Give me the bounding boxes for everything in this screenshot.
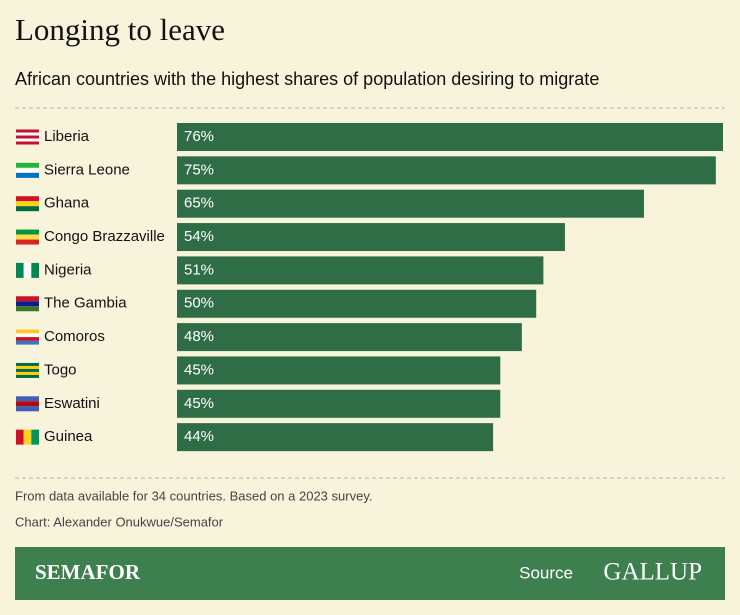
flag-stripe [16, 239, 39, 245]
chart-subtitle: African countries with the highest share… [15, 69, 599, 89]
value-label: 76% [184, 128, 214, 145]
flag-stripe [16, 172, 39, 178]
bar [177, 356, 501, 385]
value-label: 48% [184, 328, 214, 345]
flag-stripe [16, 401, 39, 407]
flag-stripe [16, 201, 39, 207]
value-label: 45% [184, 395, 214, 412]
flag-stripe [31, 262, 39, 278]
bar [177, 389, 501, 418]
bar [177, 256, 544, 285]
value-label: 51% [184, 261, 214, 278]
y-tick-label: Sierra Leone [44, 161, 130, 178]
y-tick-label: Comoros [44, 328, 105, 345]
bar [177, 323, 522, 352]
y-tick-label: Congo Brazzaville [44, 228, 165, 245]
y-tick-label: Guinea [44, 428, 93, 445]
flag-stripe [16, 206, 39, 212]
credit: Chart: Alexander Onukwue/Semafor [15, 514, 224, 529]
flag-stripe [16, 340, 39, 345]
flag-stripe [16, 333, 39, 338]
flag-stripe [16, 262, 24, 278]
value-label: 54% [184, 228, 214, 245]
flag-stripe [16, 234, 39, 240]
source: GALLUP [603, 559, 702, 586]
y-tick-label: The Gambia [44, 295, 127, 312]
flag-stripe [16, 368, 39, 372]
flag-stripe [16, 362, 39, 366]
bar [177, 289, 537, 318]
banner [15, 547, 725, 600]
flag-stripe [23, 429, 32, 445]
flag-stripe [16, 406, 39, 412]
flag-stripe [16, 135, 39, 139]
y-tick-label: Togo [44, 361, 77, 378]
flag-stripe [16, 229, 39, 235]
brand: SEMAFOR [35, 560, 141, 584]
source-label: Source [519, 563, 573, 582]
y-tick-label: Ghana [44, 195, 90, 212]
bar [177, 123, 723, 151]
value-label: 50% [184, 295, 214, 312]
flag-stripe [16, 141, 39, 145]
bar [177, 189, 644, 218]
flag-stripe [16, 167, 39, 173]
flag-stripe [31, 429, 39, 445]
flag-stripe [16, 138, 39, 142]
y-tick-label: Nigeria [44, 261, 92, 278]
chart-title: Longing to leave [15, 12, 225, 47]
bar [177, 223, 565, 252]
y-tick-label: Liberia [44, 128, 90, 145]
note: From data available for 34 countries. Ba… [15, 488, 372, 503]
flag-stripe [16, 396, 39, 402]
flag-stripe [16, 129, 39, 133]
flag-stripe [16, 374, 39, 378]
value-label: 65% [184, 195, 214, 212]
bar [177, 423, 494, 452]
y-tick-label: Eswatini [44, 395, 100, 412]
flag-stripe [16, 162, 39, 168]
flag-stripe [16, 371, 39, 375]
flag-stripe [16, 306, 39, 312]
value-label: 45% [184, 361, 214, 378]
value-label: 75% [184, 161, 214, 178]
flag-stripe [16, 429, 24, 445]
bar [177, 156, 716, 185]
flag-stripe [16, 301, 39, 307]
flag-stripe [23, 262, 32, 278]
flag-stripe [16, 337, 39, 341]
flag-stripe [16, 196, 39, 202]
value-label: 44% [184, 428, 214, 445]
flag-stripe [16, 329, 39, 334]
flag-stripe [16, 132, 39, 136]
flag-stripe [16, 296, 39, 302]
flag-stripe [16, 365, 39, 369]
